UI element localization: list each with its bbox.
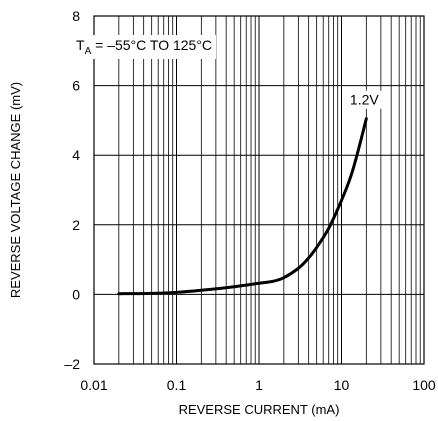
series-label-background [346,90,383,109]
annotation-background [72,35,217,59]
y-tick-label: 4 [72,147,80,163]
series-labels: 1.2V [346,90,383,109]
annotation-rest: = –55°C TO 125°C [91,37,212,53]
tick-labels: 0.01 0.1 1 10 100 –2 0 2 4 6 8 [64,8,435,393]
series-curves [117,117,368,296]
plot-frame [93,15,425,365]
y-axis-label: REVERSE VOLTAGE CHANGE (mV) [8,82,23,298]
series-label: 1.2V [350,92,379,108]
annotation-subscript: A [85,46,92,57]
y-tick-label: 2 [72,217,80,233]
y-tick-label: 6 [72,78,80,94]
x-tick-label: 100 [412,377,436,393]
x-tick-label: 0.01 [80,377,107,393]
grid [93,15,424,365]
condition-annotation: TA = –55°C TO 125°C [76,37,212,57]
y-tick-label: 8 [72,8,80,24]
y-tick-label: 0 [72,286,80,302]
y-tick-label: –2 [64,356,80,372]
x-tick-label: 10 [334,377,350,393]
x-tick-label: 0.1 [167,377,187,393]
annotation-prefix: T [76,37,85,53]
x-axis-label: REVERSE CURRENT (mA) [179,402,340,417]
x-tick-label: 1 [255,377,263,393]
series-line [117,117,368,296]
